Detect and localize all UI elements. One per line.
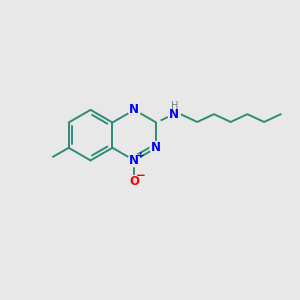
Circle shape — [128, 103, 141, 116]
Text: N: N — [129, 103, 139, 116]
Text: +: + — [137, 151, 144, 160]
Text: O: O — [129, 175, 139, 188]
Circle shape — [168, 108, 180, 120]
Text: N: N — [151, 141, 161, 154]
Circle shape — [128, 154, 141, 167]
Text: N: N — [129, 154, 139, 167]
Circle shape — [128, 176, 141, 188]
Circle shape — [150, 142, 162, 154]
Text: −: − — [136, 169, 146, 182]
Text: N: N — [169, 108, 179, 121]
Text: H: H — [171, 101, 178, 112]
